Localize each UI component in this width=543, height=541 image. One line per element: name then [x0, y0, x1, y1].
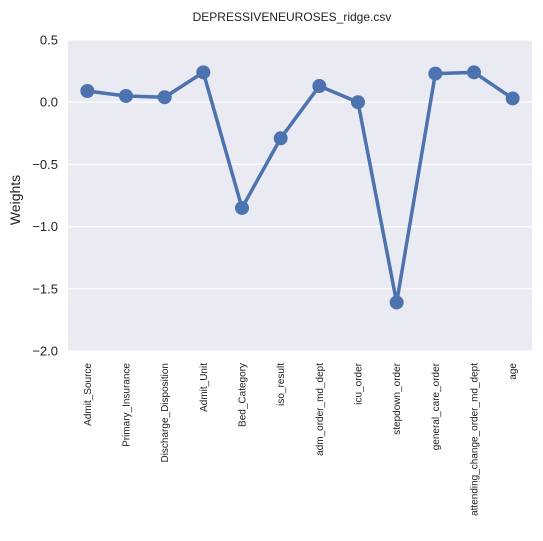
- chart-title: DEPRESSIVENEUROSES_ridge.csv: [193, 10, 392, 24]
- y-tick-label: 0.0: [40, 95, 58, 110]
- grid-lines: [68, 39, 532, 352]
- y-axis-ticks: 0.5 0.0 −0.5 −1.0 −1.5 −2.0: [32, 33, 58, 359]
- y-tick-label: −0.5: [32, 157, 58, 172]
- data-point: [80, 84, 95, 99]
- data-point: [157, 90, 172, 105]
- y-tick-label: −2.0: [32, 344, 58, 359]
- x-tick-label: stepdown_order: [392, 362, 403, 434]
- x-tick-label: general_care_order: [431, 362, 442, 450]
- series: [80, 65, 520, 310]
- data-point: [235, 200, 249, 215]
- x-tick-label: Bed_Category: [238, 363, 249, 427]
- y-axis-label: Weights: [7, 175, 23, 225]
- data-point: [505, 91, 520, 106]
- x-tick-label: Primary_Insurance: [122, 363, 133, 447]
- data-point: [312, 79, 327, 94]
- x-axis-ticks: Admit_Source Primary_Insurance Discharge_D…: [83, 362, 519, 516]
- x-tick-label: iso_result: [276, 363, 287, 406]
- plot-area: [68, 40, 532, 351]
- x-tick-label: adm_order_md_dept: [315, 363, 326, 456]
- x-tick-label: age: [508, 363, 519, 380]
- data-point: [119, 88, 133, 103]
- x-tick-label: Admit_Source: [83, 363, 94, 426]
- data-point: [467, 65, 481, 80]
- data-point: [196, 65, 211, 80]
- data-point: [389, 295, 404, 310]
- y-tick-label: −1.5: [32, 281, 58, 296]
- x-tick-label: Admit_Unit: [199, 363, 210, 412]
- data-point: [351, 95, 365, 110]
- x-tick-label: Discharge_Disposition: [160, 363, 171, 463]
- data-point: [428, 66, 443, 81]
- y-tick-label: 0.5: [40, 33, 58, 48]
- y-tick-label: −1.0: [32, 219, 58, 234]
- x-tick-label: icu_order: [354, 362, 365, 404]
- data-point: [273, 131, 288, 146]
- x-tick-label: attending_change_order_md_dept: [470, 363, 481, 516]
